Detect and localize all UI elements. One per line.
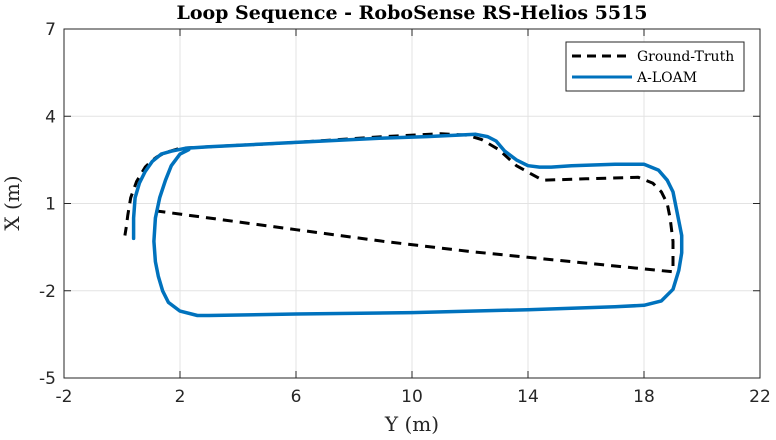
x-tick-label: 14 (517, 387, 539, 407)
y-tick-label: -2 (39, 282, 56, 302)
series-line-ground-truth (123, 132, 675, 274)
legend-label-ground-truth: Ground-Truth (637, 49, 734, 65)
chart-title: Loop Sequence - RoboSense RS-Helios 5515 (176, 2, 647, 24)
x-tick-labels: -2 2 6 10 14 18 22 (56, 387, 771, 407)
x-tick-label: -2 (56, 387, 73, 407)
series-line-a-loam (131, 132, 684, 318)
legend-label-a-loam: A-LOAM (636, 70, 697, 86)
y-tick-labels: -5 -2 1 4 7 (39, 20, 56, 389)
y-tick-label: 7 (45, 20, 56, 40)
y-axis-label: X (m) (0, 175, 24, 230)
tick-marks (63, 28, 761, 379)
x-axis-label: Y (m) (384, 412, 439, 436)
x-tick-label: 18 (633, 387, 655, 407)
series-layer (123, 132, 684, 318)
x-tick-label: 10 (401, 387, 423, 407)
x-tick-label: 2 (175, 387, 186, 407)
y-tick-label: 4 (45, 107, 56, 127)
x-tick-label: 22 (749, 387, 771, 407)
x-tick-label: 6 (291, 387, 302, 407)
y-tick-label: -5 (39, 369, 56, 389)
legend: Ground-Truth A-LOAM (565, 41, 745, 92)
y-tick-label: 1 (45, 195, 56, 215)
legend-box (565, 41, 745, 92)
